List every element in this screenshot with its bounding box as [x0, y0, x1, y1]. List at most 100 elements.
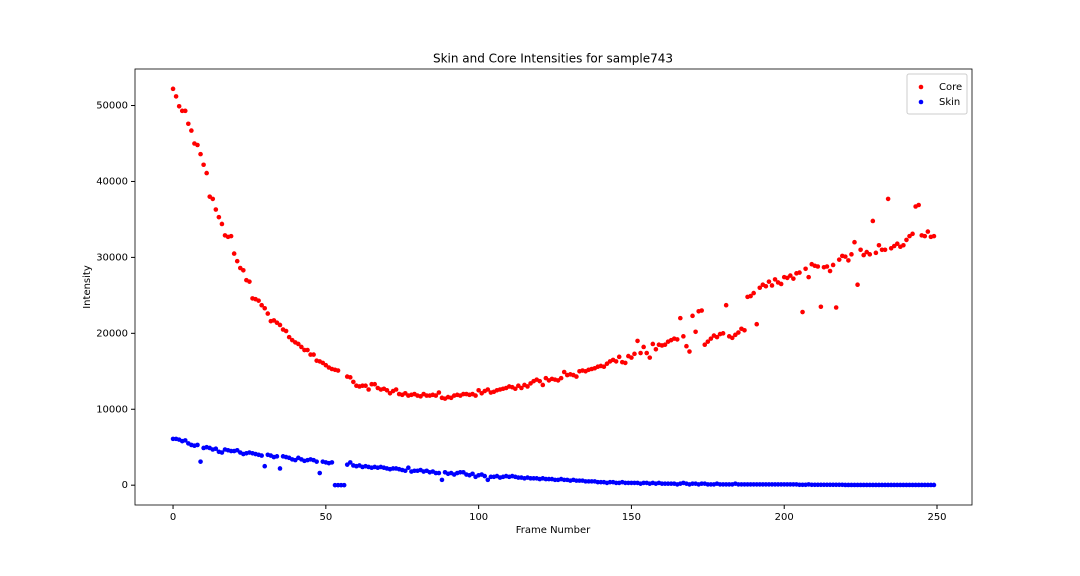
point	[931, 482, 937, 488]
x-tick-label: 200	[775, 512, 794, 523]
y-tick-label: 40000	[96, 176, 128, 187]
point	[797, 270, 802, 275]
point	[513, 386, 518, 392]
x-axis-label: Frame Number	[516, 525, 591, 536]
point	[803, 266, 808, 272]
point	[769, 283, 775, 288]
point	[277, 466, 283, 471]
point	[558, 375, 564, 381]
point	[705, 339, 711, 344]
point	[247, 279, 252, 284]
point	[690, 313, 695, 319]
point	[210, 196, 216, 202]
point	[406, 465, 411, 471]
point	[736, 330, 741, 335]
point	[662, 342, 668, 348]
point	[791, 276, 796, 281]
point	[778, 281, 784, 287]
point	[219, 221, 225, 227]
x-tick-label: 100	[469, 512, 488, 523]
point	[720, 331, 726, 336]
point	[742, 327, 747, 333]
point	[259, 302, 264, 308]
point	[849, 252, 854, 257]
point	[635, 338, 640, 344]
point	[714, 334, 720, 340]
point	[402, 468, 408, 474]
point	[228, 233, 234, 239]
point	[299, 344, 304, 350]
point	[347, 460, 353, 465]
point	[910, 231, 915, 237]
point	[436, 390, 442, 395]
point	[363, 383, 368, 389]
point	[788, 273, 793, 278]
point	[824, 264, 830, 269]
point	[186, 121, 191, 127]
point	[176, 103, 182, 109]
point	[858, 247, 863, 253]
plot-frame	[134, 68, 973, 506]
point	[818, 304, 824, 310]
y-tick-label: 20000	[96, 328, 128, 339]
point	[852, 239, 857, 245]
series-0	[170, 86, 937, 401]
point	[754, 321, 760, 327]
point	[311, 352, 316, 357]
point	[329, 460, 335, 465]
point	[904, 237, 909, 243]
point	[613, 359, 619, 364]
point	[763, 283, 769, 289]
point	[262, 463, 268, 469]
point	[219, 450, 225, 455]
chart-title: Skin and Core Intensities for sample743	[433, 52, 673, 66]
point	[198, 459, 203, 464]
point	[681, 334, 686, 339]
point	[638, 350, 643, 356]
point	[827, 268, 833, 274]
point	[653, 346, 659, 352]
point	[213, 207, 219, 212]
point	[855, 282, 860, 288]
point	[729, 335, 735, 341]
point	[482, 473, 488, 479]
point	[277, 322, 283, 328]
point	[674, 337, 680, 342]
point	[647, 355, 653, 360]
legend-marker	[918, 99, 924, 105]
y-axis-label: Intensity	[82, 265, 93, 309]
point	[748, 293, 753, 299]
point	[283, 328, 289, 334]
point	[204, 170, 209, 176]
point	[561, 369, 567, 375]
point	[296, 341, 301, 347]
point	[519, 385, 524, 391]
y-tick-label: 10000	[96, 404, 128, 415]
point	[265, 311, 271, 316]
point	[632, 351, 637, 357]
point	[641, 344, 646, 350]
point	[305, 347, 310, 353]
point	[537, 378, 543, 384]
point	[757, 285, 763, 291]
point	[540, 382, 546, 388]
x-tick-label: 250	[927, 512, 946, 523]
point	[231, 251, 237, 256]
point	[723, 302, 729, 308]
y-tick-label: 50000	[96, 101, 128, 112]
point	[702, 342, 708, 348]
point	[843, 254, 848, 259]
point	[870, 218, 876, 224]
point	[351, 379, 356, 385]
point	[644, 350, 650, 356]
point	[833, 305, 839, 310]
point	[931, 233, 937, 239]
point	[262, 305, 268, 311]
point	[366, 387, 371, 392]
point	[901, 242, 906, 248]
point	[873, 250, 879, 256]
point	[687, 349, 692, 354]
point	[574, 374, 579, 379]
